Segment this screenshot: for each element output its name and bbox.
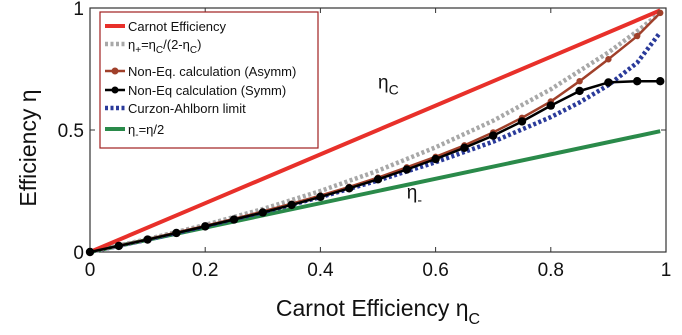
legend-marker bbox=[111, 67, 119, 75]
series-point bbox=[201, 222, 210, 231]
series-point bbox=[517, 117, 527, 126]
legend-entry-label: η-=η/2 bbox=[128, 122, 164, 141]
series-point bbox=[460, 143, 469, 153]
x-axis-label: Carnot Efficiency ηC bbox=[276, 295, 480, 328]
series-point bbox=[575, 86, 584, 96]
series-point bbox=[633, 77, 642, 86]
legend-entry-label: Curzon-Ahlborn limit bbox=[128, 101, 246, 116]
legend-subscript: - bbox=[135, 130, 138, 141]
series-point bbox=[431, 154, 440, 164]
legend-subscript: C bbox=[190, 45, 197, 56]
series-point bbox=[546, 101, 555, 110]
x-tick-label: 0.4 bbox=[307, 260, 334, 281]
series-point bbox=[634, 32, 641, 40]
series-line bbox=[89, 8, 661, 254]
series-point bbox=[605, 56, 612, 63]
y-axis-label: Efficiency η bbox=[15, 89, 41, 206]
legend-entry-label: Non-Eq. calculation (Asymm) bbox=[128, 64, 296, 79]
legend-subscript: C bbox=[156, 45, 163, 56]
curve-annotation: ηC bbox=[378, 73, 399, 98]
legend-entry-label: Non-Eq calculation (Symm) bbox=[128, 83, 286, 98]
legend-text: ) bbox=[197, 37, 201, 52]
legend-text: η bbox=[128, 122, 135, 137]
series-point bbox=[576, 78, 583, 85]
legend-marker bbox=[111, 86, 119, 94]
series-point bbox=[402, 165, 411, 174]
series-point bbox=[258, 208, 267, 217]
series-line bbox=[89, 11, 662, 255]
x-tick-label: 0.6 bbox=[422, 260, 448, 281]
legend-text: η bbox=[128, 37, 135, 52]
series-point bbox=[373, 175, 383, 184]
y-tick-label: 1 bbox=[73, 0, 84, 20]
series-point bbox=[114, 241, 124, 251]
x-tick-label: 0.2 bbox=[192, 260, 218, 281]
axis-ticks: 0 0.2 0.4 0.6 0.8 1 0 0.5 1 bbox=[58, 0, 672, 281]
y-tick-label: 0.5 bbox=[58, 121, 84, 142]
y-tick-label: 0 bbox=[73, 243, 84, 264]
legend-entry-label: Carnot Efficiency bbox=[128, 19, 227, 34]
legend-text: /(2-η bbox=[163, 37, 190, 52]
series-point bbox=[287, 200, 296, 210]
legend-text: =η bbox=[141, 37, 156, 52]
series-point bbox=[229, 215, 239, 224]
x-tick-label: 0 bbox=[85, 260, 96, 281]
series-point bbox=[489, 131, 498, 140]
series-point bbox=[143, 235, 152, 244]
series-point bbox=[345, 184, 354, 193]
x-tick-label: 0.8 bbox=[538, 260, 564, 281]
series-point bbox=[657, 9, 664, 17]
legend-entry-label: η+=ηC/(2-ηC) bbox=[128, 37, 201, 56]
series-lines bbox=[85, 8, 665, 257]
annotation-subscript: C bbox=[389, 82, 399, 98]
series-point bbox=[316, 192, 325, 202]
series-point bbox=[656, 77, 665, 86]
curve-annotation: η- bbox=[407, 182, 423, 207]
annotation-subscript: - bbox=[417, 191, 422, 207]
series-point bbox=[604, 78, 613, 87]
legend-text: =η/2 bbox=[139, 122, 165, 137]
legend-subscript: + bbox=[135, 45, 141, 56]
series-point bbox=[172, 228, 181, 238]
legend-box bbox=[99, 11, 319, 149]
series-point bbox=[85, 247, 95, 257]
x-axis-label-subscript: C bbox=[469, 311, 481, 328]
x-tick-label: 1 bbox=[661, 260, 672, 281]
